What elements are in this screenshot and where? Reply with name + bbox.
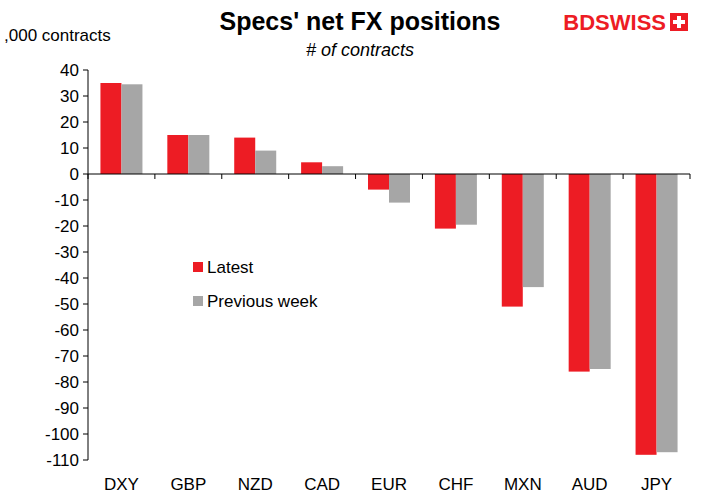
y-tick-label: -110 bbox=[46, 451, 79, 470]
y-tick-label: 30 bbox=[60, 87, 79, 106]
x-tick bbox=[422, 174, 423, 179]
x-tick bbox=[623, 174, 624, 179]
x-tick-label: CHF bbox=[438, 475, 473, 494]
logo-cross bbox=[673, 20, 685, 24]
y-tick-label: -10 bbox=[54, 191, 79, 210]
bars bbox=[100, 83, 677, 455]
x-axis bbox=[88, 174, 690, 175]
y-tick-label: 10 bbox=[60, 139, 79, 158]
y-axis-label: ,000 contracts bbox=[4, 26, 111, 45]
bar bbox=[502, 174, 523, 307]
x-tick-label: GBP bbox=[170, 475, 206, 494]
bar bbox=[322, 166, 343, 174]
y-tick bbox=[83, 148, 88, 149]
x-tick-label: DXY bbox=[104, 475, 139, 494]
x-tick-label: CAD bbox=[304, 475, 340, 494]
logo-box bbox=[670, 13, 688, 31]
y-tick-label: 20 bbox=[60, 113, 79, 132]
x-tick bbox=[288, 174, 289, 179]
y-tick-label: 0 bbox=[70, 165, 79, 184]
bar bbox=[188, 135, 209, 174]
subtitle: # of contracts bbox=[306, 40, 414, 60]
y-tick bbox=[83, 434, 88, 435]
y-tick-label: -20 bbox=[54, 217, 79, 236]
y-tick-label: -90 bbox=[54, 399, 79, 418]
logo-text: BDSWISS bbox=[563, 10, 666, 35]
x-tick-label: EUR bbox=[371, 475, 407, 494]
bar bbox=[435, 174, 456, 229]
bar bbox=[456, 174, 477, 225]
legend-swatch bbox=[193, 296, 203, 306]
x-tick-label: NZD bbox=[238, 475, 273, 494]
bar bbox=[234, 138, 255, 174]
y-tick bbox=[83, 96, 88, 97]
y-tick-label: -100 bbox=[45, 425, 79, 444]
y-tick bbox=[83, 278, 88, 279]
y-tick-label: 40 bbox=[60, 61, 79, 80]
bar bbox=[255, 151, 276, 174]
y-tick bbox=[83, 122, 88, 123]
bar bbox=[121, 84, 142, 174]
y-tick-label: -50 bbox=[54, 295, 79, 314]
logo: BDSWISS bbox=[563, 10, 688, 35]
y-tick bbox=[83, 356, 88, 357]
bar bbox=[523, 174, 544, 287]
bar bbox=[301, 162, 322, 174]
y-tick bbox=[83, 226, 88, 227]
title: Specs' net FX positions bbox=[220, 7, 501, 35]
y-tick bbox=[83, 330, 88, 331]
y-tick bbox=[83, 460, 88, 461]
y-tick bbox=[83, 200, 88, 201]
legend-label: Previous week bbox=[207, 292, 318, 311]
x-tick bbox=[355, 174, 356, 179]
y-tick-label: -80 bbox=[54, 373, 79, 392]
y-tick bbox=[83, 174, 88, 175]
bar bbox=[636, 174, 657, 455]
x-tick bbox=[221, 174, 222, 179]
bar bbox=[100, 83, 121, 174]
y-tick-label: -60 bbox=[54, 321, 79, 340]
legend-label: Latest bbox=[207, 258, 254, 277]
bar bbox=[569, 174, 590, 372]
y-tick-label: -70 bbox=[54, 347, 79, 366]
bar bbox=[167, 135, 188, 174]
x-tick bbox=[489, 174, 490, 179]
y-tick bbox=[83, 408, 88, 409]
y-tick-label: -30 bbox=[54, 243, 79, 262]
y-tick bbox=[83, 382, 88, 383]
y-tick bbox=[83, 304, 88, 305]
y-tick bbox=[83, 252, 88, 253]
x-tick bbox=[88, 174, 89, 179]
x-tick bbox=[690, 174, 691, 179]
chart: Specs' net FX positions # of contracts ,00… bbox=[0, 0, 701, 500]
x-tick-label: AUD bbox=[572, 475, 608, 494]
bar bbox=[368, 174, 389, 190]
y-tick bbox=[83, 70, 88, 71]
x-tick-label: MXN bbox=[504, 475, 542, 494]
x-tick bbox=[154, 174, 155, 179]
bar bbox=[389, 174, 410, 203]
y-axis bbox=[88, 70, 89, 460]
legend-swatch bbox=[193, 262, 203, 272]
bar bbox=[590, 174, 611, 369]
x-tick bbox=[556, 174, 557, 179]
bar bbox=[657, 174, 678, 452]
x-tick-label: JPY bbox=[641, 475, 672, 494]
y-tick-label: -40 bbox=[54, 269, 79, 288]
